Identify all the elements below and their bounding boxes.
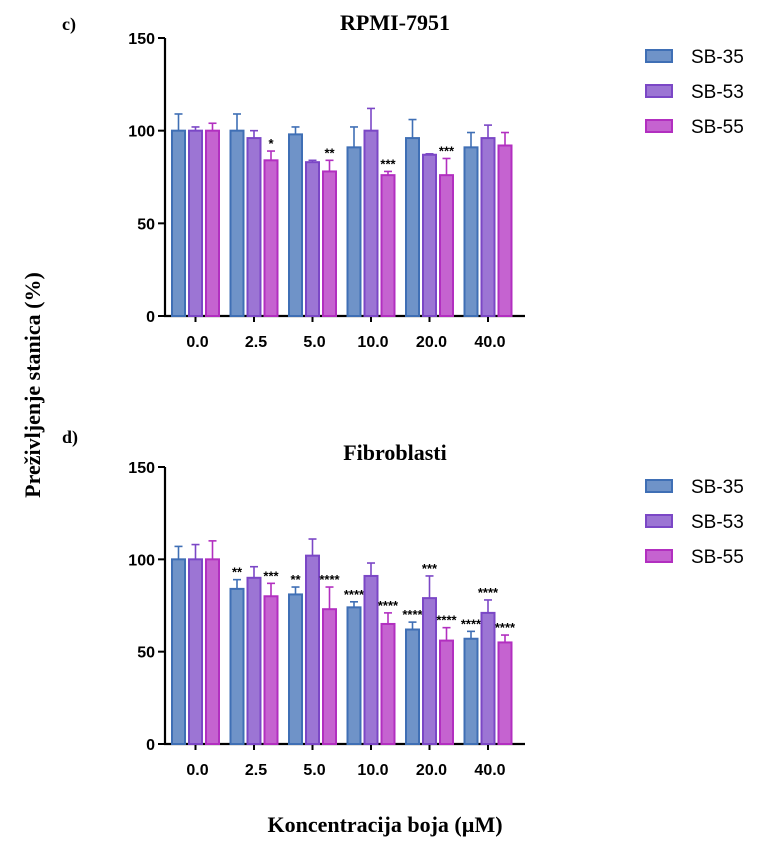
x-tick-label: 0.0: [186, 762, 208, 779]
significance-label: ****: [436, 613, 457, 628]
significance-label: ****: [478, 585, 499, 600]
legend-label: SB-53: [691, 512, 744, 533]
significance-label: **: [324, 145, 335, 160]
bar: [229, 587, 245, 745]
significance-label: ***: [380, 156, 396, 171]
bar: [463, 637, 479, 745]
legend-swatch: [645, 84, 673, 98]
legend-label: SB-55: [691, 117, 744, 138]
y-tick-label: 50: [137, 216, 155, 233]
significance-label: ***: [439, 143, 455, 158]
x-tick-label: 5.0: [303, 762, 325, 779]
significance-label: ****: [319, 572, 340, 587]
legend-label: SB-35: [691, 477, 744, 498]
significance-label: ****: [495, 620, 516, 635]
y-tick-label: 100: [128, 124, 155, 141]
bar: [405, 137, 420, 317]
bar: [363, 574, 379, 745]
x-axis-label: Koncentracija boja (µM): [267, 812, 502, 837]
bar: [246, 576, 262, 745]
bar: [422, 597, 437, 746]
bar: [246, 137, 262, 317]
bar: [497, 144, 513, 317]
y-tick-label: 150: [128, 31, 155, 48]
bar: [188, 129, 203, 317]
significance-label: *: [268, 136, 274, 151]
bar: [205, 558, 220, 745]
legend-label: SB-35: [691, 47, 744, 68]
y-tick-label: 0: [146, 309, 155, 326]
x-tick-label: 20.0: [416, 762, 447, 779]
significance-label: ****: [344, 587, 365, 602]
x-tick-label: 0.0: [186, 334, 208, 351]
bar: [380, 622, 396, 746]
y-tick-label: 0: [146, 737, 155, 754]
significance-label: ****: [402, 607, 423, 622]
x-tick-label: 10.0: [357, 762, 388, 779]
significance-label: ***: [422, 561, 438, 576]
significance-label: **: [232, 565, 243, 580]
legend-swatch: [645, 49, 673, 63]
significance-label: ****: [378, 598, 399, 613]
y-axis-label: Preživljenje stanica (%): [20, 272, 45, 498]
bar: [346, 146, 362, 317]
significance-label: ***: [263, 568, 279, 583]
bar: [480, 611, 496, 745]
legend-swatch: [645, 479, 673, 493]
significance-label: **: [290, 572, 301, 587]
bar: [171, 129, 186, 317]
bar: [263, 159, 279, 317]
bar: [263, 595, 279, 745]
y-tick-label: 150: [128, 460, 155, 477]
bar: [322, 170, 337, 317]
legend-swatch: [645, 119, 673, 133]
x-tick-label: 20.0: [416, 334, 447, 351]
chart-title: RPMI-7951: [340, 10, 450, 35]
bar: [480, 137, 496, 317]
bar: [322, 608, 337, 746]
bar: [439, 639, 454, 745]
x-tick-label: 10.0: [357, 334, 388, 351]
bar: [380, 174, 396, 317]
panel-label: c): [62, 14, 76, 35]
y-tick-label: 100: [128, 552, 155, 569]
y-tick-label: 50: [137, 645, 155, 662]
x-tick-label: 5.0: [303, 334, 325, 351]
bar: [405, 628, 420, 745]
bar: [497, 641, 513, 746]
chart-title: Fibroblasti: [343, 440, 447, 465]
bar: [288, 593, 303, 745]
bar: [305, 554, 320, 746]
x-tick-label: 2.5: [245, 762, 267, 779]
bar: [422, 153, 437, 317]
bar: [229, 129, 245, 317]
x-tick-label: 40.0: [474, 762, 505, 779]
bar: [363, 129, 379, 317]
panel-c: c) RPMI-7951 0 50 100 150 0.0 2.5 * 5.0 ** 10.0 *** 2…: [62, 10, 744, 351]
bar: [205, 129, 220, 317]
significance-label: ****: [461, 616, 482, 631]
bar: [171, 558, 186, 745]
bar: [305, 161, 320, 317]
x-tick-label: 40.0: [474, 334, 505, 351]
legend-label: SB-53: [691, 82, 744, 103]
legend-swatch: [645, 549, 673, 563]
bar: [288, 133, 303, 317]
bar: [346, 606, 362, 746]
bar: [463, 146, 479, 317]
x-tick-label: 2.5: [245, 334, 267, 351]
bar: [188, 558, 203, 745]
bar: [439, 174, 454, 317]
legend-swatch: [645, 514, 673, 528]
legend-label: SB-55: [691, 547, 744, 568]
panel-label: d): [62, 427, 78, 448]
